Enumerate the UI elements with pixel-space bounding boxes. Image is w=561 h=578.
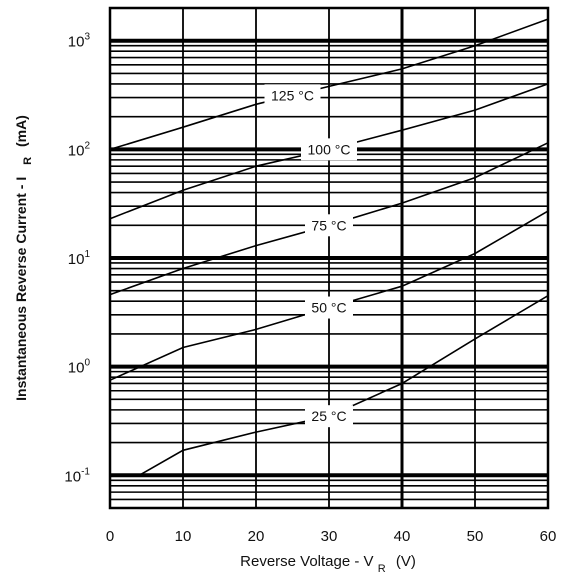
x-tick-label: 40: [394, 528, 411, 545]
y-tick-exponent: 0: [84, 358, 90, 369]
y-axis-unit: (mA): [13, 115, 29, 147]
x-tick-label: 10: [175, 528, 192, 545]
y-tick-exponent: -1: [81, 466, 90, 477]
y-tick-label: 101: [68, 249, 91, 268]
x-tick-label: 60: [540, 528, 557, 545]
curve-label: 100 °C: [308, 141, 351, 157]
x-tick-label: 30: [321, 528, 338, 545]
x-axis-label: Reverse Voltage - V: [240, 553, 373, 570]
x-axis-unit: (V): [396, 553, 416, 570]
series-line: [109, 18, 549, 151]
curve-label: 125 °C: [271, 87, 314, 103]
y-tick-label: 100: [68, 358, 91, 377]
curve-label-bg: [305, 296, 353, 319]
y-tick-base: 10: [68, 251, 85, 268]
y-tick-base: 10: [64, 468, 81, 485]
x-tick-labels: 0 10 20 30 40 50 60: [106, 528, 557, 545]
series-line: [138, 295, 549, 476]
y-tick-exponent: 1: [84, 249, 90, 260]
x-axis-title: Reverse Voltage - V R (V): [240, 553, 416, 576]
y-axis-subscript: R: [22, 157, 34, 165]
curve-label-bg: [264, 84, 321, 107]
curve-label-bg: [305, 405, 353, 428]
y-tick-base: 10: [68, 360, 85, 377]
plot-frame: [108, 6, 550, 510]
y-tick-label: 10-1: [64, 466, 90, 485]
x-axis-subscript: R: [378, 563, 386, 575]
curve-labels: 125 °C 100 °C 75 °C 50 °C 25 °C: [264, 84, 357, 428]
y-axis-label: Instantaneous Reverse Current - I: [13, 177, 29, 401]
curve-label-bg: [301, 138, 357, 161]
y-axis-title: Instantaneous Reverse Current - I R (mA): [13, 115, 34, 401]
curve-label: 75 °C: [311, 217, 346, 233]
y-tick-base: 10: [68, 34, 85, 51]
curve-label: 25 °C: [311, 408, 346, 424]
curve-label: 50 °C: [311, 300, 346, 316]
y-tick-exponent: 3: [84, 32, 90, 43]
curve-label-bg: [305, 214, 353, 237]
y-tick-label: 102: [68, 140, 91, 159]
y-tick-base: 10: [68, 142, 85, 159]
y-tick-label: 103: [68, 32, 91, 51]
y-tick-exponent: 2: [84, 140, 90, 151]
x-tick-label: 0: [106, 528, 114, 545]
x-tick-label: 50: [467, 528, 484, 545]
x-tick-label: 20: [248, 528, 265, 545]
